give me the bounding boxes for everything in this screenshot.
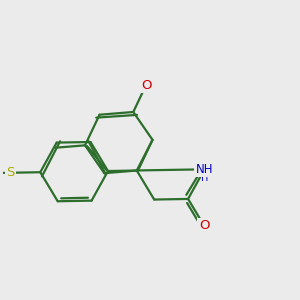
Text: O: O	[199, 219, 209, 232]
Text: S: S	[6, 166, 15, 179]
Text: O: O	[141, 79, 151, 92]
Text: H: H	[201, 172, 208, 183]
Text: N: N	[200, 163, 209, 176]
Text: NH: NH	[196, 163, 213, 176]
